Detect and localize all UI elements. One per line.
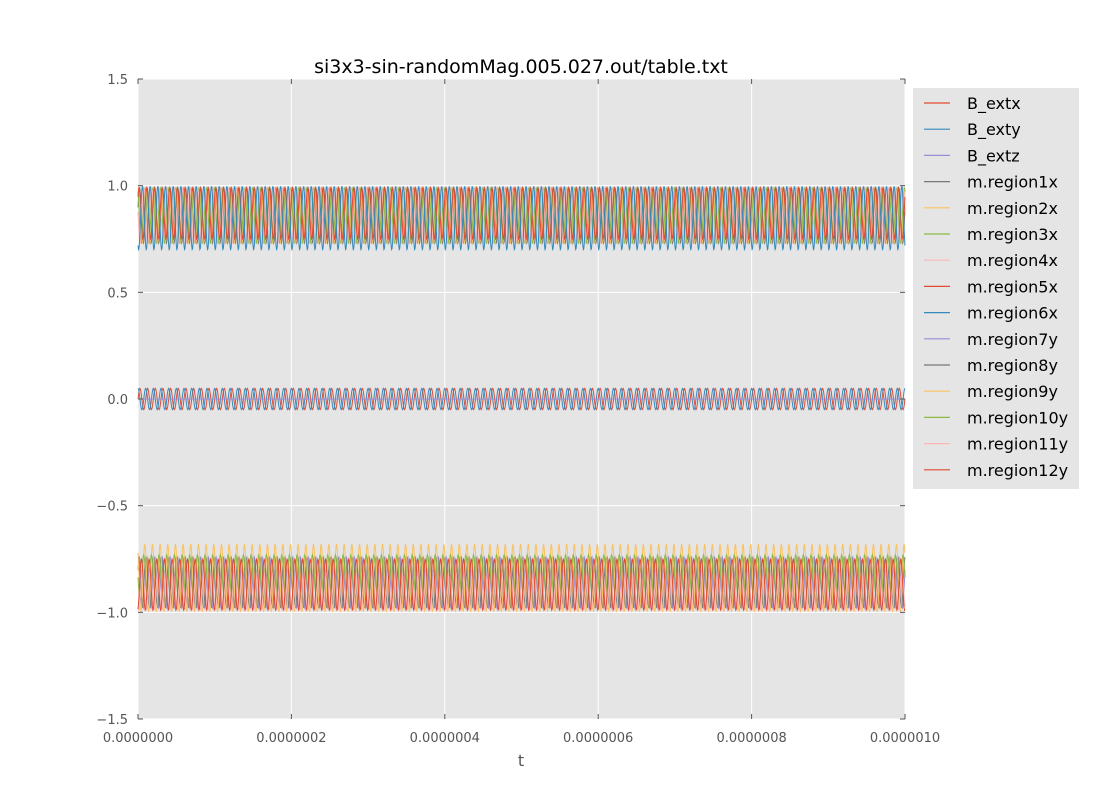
legend: B_extx B_exty B_extz m.region1x m.region2x m.…	[913, 88, 1079, 489]
series-line-m-region12y	[137, 557, 906, 612]
x-tick-labels: 0.0000000 0.0000002 0.0000004 0.0000006 0.00…	[103, 731, 940, 746]
legend-label: m.region6x	[967, 304, 1058, 323]
y-tick-label: 0.0	[107, 393, 128, 408]
y-tick-label: 0.5	[107, 286, 128, 301]
x-tick-label: 0.0000002	[256, 731, 326, 746]
y-tick-labels: 1.5 1.0 0.5 0.0 −0.5 −1.0 −1.5	[96, 73, 128, 728]
chart-title: si3x3-sin-randomMag.005.027.out/table.tx…	[314, 56, 728, 78]
x-tick-label: 0.0000004	[410, 731, 480, 746]
series-line-b-exty	[137, 387, 906, 411]
y-tick-label: −0.5	[96, 500, 128, 515]
legend-label: m.region10y	[967, 408, 1068, 427]
legend-label: m.region9y	[967, 382, 1058, 401]
legend-label: m.region3x	[967, 225, 1058, 244]
legend-label: m.region2x	[967, 199, 1058, 218]
legend-label: B_extx	[967, 94, 1021, 114]
legend-label: m.region5x	[967, 277, 1058, 296]
legend-label: m.region11y	[967, 435, 1068, 454]
legend-label: B_exty	[967, 120, 1021, 140]
x-tick-label: 0.0000000	[103, 731, 173, 746]
x-tick-label: 0.0000006	[563, 731, 633, 746]
series-line-m-region5x	[137, 186, 906, 241]
x-axis-label: t	[518, 751, 524, 770]
legend-label: B_extz	[967, 146, 1020, 166]
y-tick-label: 1.0	[107, 180, 128, 195]
legend-label: m.region1x	[967, 173, 1058, 192]
series-lines	[137, 186, 906, 613]
axis-ticks	[137, 78, 906, 720]
x-tick-label: 0.0000010	[870, 731, 940, 746]
y-tick-label: −1.0	[96, 606, 128, 621]
legend-label: m.region4x	[967, 251, 1058, 270]
legend-label: m.region8y	[967, 356, 1058, 375]
x-tick-label: 0.0000008	[716, 731, 786, 746]
legend-label: m.region7y	[967, 330, 1058, 349]
series-line-m-region6x	[137, 186, 906, 252]
y-tick-label: 1.5	[107, 73, 128, 88]
y-tick-label: −1.5	[96, 713, 128, 728]
legend-label: m.region12y	[967, 461, 1068, 480]
